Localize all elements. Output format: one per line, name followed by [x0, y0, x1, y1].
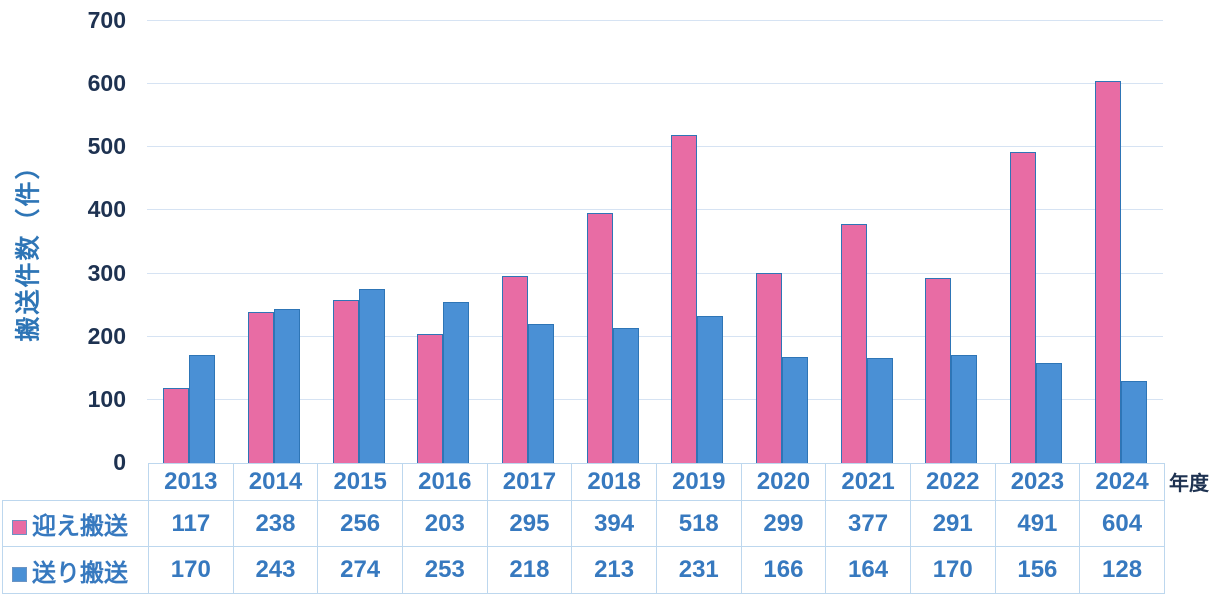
- y-tick-label-100: 100: [87, 386, 126, 412]
- bar-送り搬送-2022: [951, 355, 977, 463]
- value-cell-送り搬送-2018: 213: [571, 546, 657, 594]
- gridline-700: [147, 20, 1163, 21]
- bar-迎え搬送-2020: [756, 273, 782, 463]
- value-cell-送り搬送-2014: 243: [232, 546, 319, 594]
- bar-送り搬送-2021: [867, 358, 893, 463]
- bar-迎え搬送-2017: [502, 276, 528, 463]
- y-tick-label-0: 0: [113, 449, 126, 475]
- y-axis-title: 搬送件数（件）: [2, 138, 50, 356]
- value-cell-送り搬送-2019: 231: [655, 546, 742, 594]
- value-cell-迎え搬送-2023: 491: [994, 500, 1081, 547]
- bar-送り搬送-2019: [697, 316, 723, 463]
- year-cell-2019: 2019: [655, 463, 742, 501]
- value-cell-送り搬送-2024: 128: [1079, 546, 1165, 594]
- y-tick-label-300: 300: [87, 260, 126, 286]
- value-cell-送り搬送-2017: 218: [486, 546, 573, 594]
- bar-送り搬送-2023: [1036, 363, 1062, 463]
- bar-迎え搬送-2021: [841, 224, 867, 463]
- value-cell-迎え搬送-2018: 394: [571, 500, 657, 547]
- y-tick-label-600: 600: [87, 70, 126, 96]
- bar-迎え搬送-2018: [587, 213, 613, 463]
- y-tick-label-500: 500: [87, 133, 126, 159]
- bar-送り搬送-2016: [443, 302, 469, 463]
- value-cell-迎え搬送-2020: 299: [740, 500, 827, 547]
- value-cell-迎え搬送-2013: 117: [148, 500, 234, 547]
- value-cell-迎え搬送-2015: 256: [317, 500, 403, 547]
- legend-cell-送り搬送: 送り搬送: [2, 546, 149, 594]
- y-tick-label-400: 400: [87, 196, 126, 222]
- gridline-100: [147, 399, 1163, 400]
- legend-label-迎え搬送: 迎え搬送: [32, 513, 128, 540]
- bar-送り搬送-2018: [613, 328, 639, 463]
- bar-送り搬送-2024: [1121, 381, 1147, 463]
- year-cell-2021: 2021: [825, 463, 911, 501]
- year-cell-2024: 2024: [1079, 463, 1165, 501]
- bar-迎え搬送-2014: [248, 312, 274, 463]
- value-cell-送り搬送-2015: 274: [317, 546, 403, 594]
- legend-swatch-icon-送り搬送: [12, 566, 27, 582]
- table-row-送り搬送: 送り搬送 170 243 274 253 218 213 231 166 164 170 156 128: [2, 546, 1165, 594]
- year-cell-2015: 2015: [317, 463, 403, 501]
- bar-迎え搬送-2013: [163, 388, 189, 463]
- legend-cell-迎え搬送: 迎え搬送: [2, 500, 149, 547]
- value-cell-迎え搬送-2019: 518: [655, 500, 742, 547]
- year-cell-2016: 2016: [401, 463, 488, 501]
- bar-送り搬送-2015: [359, 289, 385, 463]
- value-cell-迎え搬送-2022: 291: [909, 500, 996, 547]
- data-table: 2013 2014 2015 2016 2017 2018 2019 2020 2021 2022…: [2, 463, 1165, 594]
- bar-迎え搬送-2024: [1095, 81, 1121, 463]
- value-cell-迎え搬送-2017: 295: [486, 500, 573, 547]
- x-axis-title: 年度: [1169, 473, 1209, 495]
- year-cell-2013: 2013: [148, 463, 234, 501]
- bar-送り搬送-2017: [528, 324, 554, 463]
- bar-迎え搬送-2023: [1010, 152, 1036, 463]
- legend-label-送り搬送: 送り搬送: [32, 559, 128, 587]
- legend-swatch-icon-迎え搬送: [12, 520, 27, 535]
- year-cell-2014: 2014: [232, 463, 319, 501]
- value-cell-送り搬送-2020: 166: [740, 546, 827, 594]
- value-cell-迎え搬送-2014: 238: [232, 500, 319, 547]
- gridline-200: [147, 336, 1163, 337]
- gridline-500: [147, 146, 1163, 147]
- year-cell-2023: 2023: [994, 463, 1081, 501]
- bar-送り搬送-2020: [782, 357, 808, 463]
- bar-迎え搬送-2015: [333, 300, 359, 463]
- value-cell-送り搬送-2023: 156: [994, 546, 1081, 594]
- y-tick-label-700: 700: [87, 7, 126, 33]
- gridline-600: [147, 83, 1163, 84]
- gridline-400: [147, 209, 1163, 210]
- value-cell-送り搬送-2016: 253: [401, 546, 488, 594]
- bar-迎え搬送-2016: [417, 334, 443, 463]
- year-cell-2017: 2017: [486, 463, 573, 501]
- bar-迎え搬送-2019: [671, 135, 697, 463]
- gridline-300: [147, 273, 1163, 274]
- table-row-years: 2013 2014 2015 2016 2017 2018 2019 2020 2021 2022…: [3, 463, 1165, 501]
- bar-送り搬送-2014: [274, 309, 300, 463]
- bar-送り搬送-2013: [189, 355, 215, 463]
- table-row-迎え搬送: 迎え搬送 117 238 256 203 295 394 518 299 377 291 491 604: [2, 500, 1165, 547]
- bar-迎え搬送-2022: [925, 278, 951, 463]
- year-cell-2022: 2022: [909, 463, 996, 501]
- table-corner-cell: [3, 464, 149, 501]
- value-cell-送り搬送-2021: 164: [825, 546, 911, 594]
- y-axis-title-text: 搬送件数（件）: [14, 152, 43, 342]
- value-cell-迎え搬送-2021: 377: [825, 500, 911, 547]
- year-cell-2020: 2020: [740, 463, 827, 501]
- value-cell-迎え搬送-2024: 604: [1079, 500, 1165, 547]
- year-cell-2018: 2018: [571, 463, 657, 501]
- value-cell-送り搬送-2013: 170: [148, 546, 234, 594]
- value-cell-送り搬送-2022: 170: [909, 546, 996, 594]
- y-tick-label-200: 200: [87, 323, 126, 349]
- value-cell-迎え搬送-2016: 203: [401, 500, 488, 547]
